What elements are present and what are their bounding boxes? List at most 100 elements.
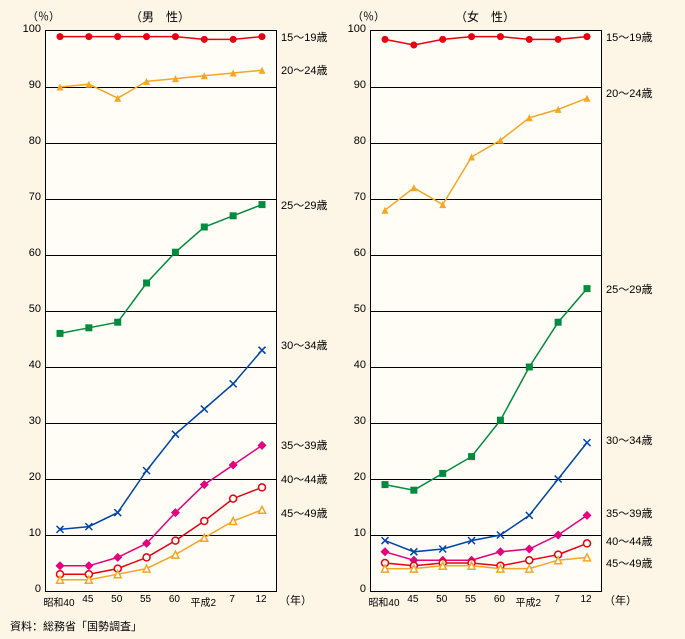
marker bbox=[229, 461, 238, 470]
marker bbox=[143, 33, 150, 40]
chart-svg-male bbox=[46, 31, 276, 591]
marker bbox=[526, 565, 533, 572]
y-axis-title-female: （％） bbox=[352, 8, 385, 24]
marker bbox=[230, 36, 237, 43]
marker bbox=[259, 201, 266, 208]
panel-title-female: （女 性） bbox=[455, 8, 515, 25]
y-tick-label: 30 bbox=[342, 415, 366, 427]
y-tick-label: 30 bbox=[17, 415, 41, 427]
y-tick-label: 80 bbox=[17, 135, 41, 147]
series-label: 45～49歳 bbox=[281, 505, 327, 521]
x-tick-label: 昭和40 bbox=[368, 594, 399, 609]
x-tick-label: 7 bbox=[229, 594, 235, 605]
y-tick-label: 90 bbox=[342, 79, 366, 91]
x-tick-label: 7 bbox=[554, 594, 560, 605]
x-tick-label: 45 bbox=[82, 594, 93, 605]
marker bbox=[439, 36, 446, 43]
x-tick-label: 60 bbox=[494, 594, 505, 605]
series-label: 25～29歳 bbox=[606, 281, 652, 297]
marker bbox=[584, 540, 591, 547]
series-label: 40～44歳 bbox=[281, 471, 327, 487]
series-label: 15～19歳 bbox=[281, 29, 327, 45]
y-tick-label: 10 bbox=[17, 527, 41, 539]
y-tick-label: 40 bbox=[17, 359, 41, 371]
marker bbox=[172, 551, 179, 558]
chart-panel-female bbox=[370, 30, 602, 592]
marker bbox=[584, 95, 591, 102]
series-label: 15～19歳 bbox=[606, 29, 652, 45]
y-tick-label: 100 bbox=[17, 23, 41, 35]
series-label: 35～39歳 bbox=[281, 437, 327, 453]
marker bbox=[468, 33, 475, 40]
marker bbox=[497, 417, 504, 424]
marker bbox=[143, 280, 150, 287]
marker bbox=[114, 319, 121, 326]
series-label: 45～49歳 bbox=[606, 555, 652, 571]
marker bbox=[201, 534, 208, 541]
marker bbox=[439, 470, 446, 477]
y-tick-label: 0 bbox=[342, 583, 366, 595]
marker bbox=[584, 554, 591, 561]
marker bbox=[84, 561, 93, 570]
marker bbox=[584, 33, 591, 40]
marker bbox=[555, 36, 562, 43]
series-label: 25～29歳 bbox=[281, 197, 327, 213]
y-tick-label: 0 bbox=[17, 583, 41, 595]
y-axis-title-male: （％） bbox=[27, 8, 60, 24]
marker bbox=[201, 224, 208, 231]
marker bbox=[382, 537, 389, 544]
x-tick-label: 50 bbox=[111, 594, 122, 605]
series-line bbox=[385, 98, 587, 210]
marker bbox=[172, 431, 179, 438]
marker bbox=[468, 453, 475, 460]
y-tick-label: 20 bbox=[17, 471, 41, 483]
marker bbox=[143, 565, 150, 572]
marker bbox=[439, 201, 446, 208]
y-tick-label: 40 bbox=[342, 359, 366, 371]
x-tick-label: 平成2 bbox=[191, 594, 217, 609]
y-tick-label: 80 bbox=[342, 135, 366, 147]
marker bbox=[410, 487, 417, 494]
marker bbox=[259, 347, 266, 354]
marker bbox=[85, 33, 92, 40]
marker bbox=[85, 324, 92, 331]
marker bbox=[114, 95, 121, 102]
y-tick-label: 70 bbox=[17, 191, 41, 203]
series-label: 30～34歳 bbox=[606, 432, 652, 448]
marker bbox=[113, 553, 122, 562]
marker bbox=[381, 547, 390, 556]
y-tick-label: 70 bbox=[342, 191, 366, 203]
marker bbox=[230, 380, 237, 387]
y-tick-label: 90 bbox=[17, 79, 41, 91]
marker bbox=[172, 249, 179, 256]
marker bbox=[497, 33, 504, 40]
x-tick-label: 45 bbox=[407, 594, 418, 605]
marker bbox=[496, 547, 505, 556]
x-tick-label: 平成2 bbox=[516, 594, 542, 609]
marker bbox=[584, 285, 591, 292]
marker bbox=[143, 554, 150, 561]
marker bbox=[555, 319, 562, 326]
marker bbox=[143, 467, 150, 474]
marker bbox=[57, 33, 64, 40]
marker bbox=[56, 561, 65, 570]
x-tick-label: 55 bbox=[140, 594, 151, 605]
marker bbox=[526, 512, 533, 519]
x-tick-label: 12 bbox=[580, 594, 591, 605]
marker bbox=[114, 33, 121, 40]
marker bbox=[584, 439, 591, 446]
marker bbox=[526, 364, 533, 371]
marker bbox=[555, 476, 562, 483]
y-tick-label: 20 bbox=[342, 471, 366, 483]
marker bbox=[114, 509, 121, 516]
marker bbox=[230, 212, 237, 219]
marker bbox=[259, 33, 266, 40]
y-tick-label: 10 bbox=[342, 527, 366, 539]
panel-title-male: （男 性） bbox=[130, 8, 190, 25]
x-axis-unit-female: （年） bbox=[604, 592, 637, 608]
marker bbox=[259, 506, 266, 513]
chart-svg-female bbox=[371, 31, 601, 591]
marker bbox=[230, 518, 237, 525]
marker bbox=[410, 42, 417, 49]
y-tick-label: 60 bbox=[342, 247, 366, 259]
